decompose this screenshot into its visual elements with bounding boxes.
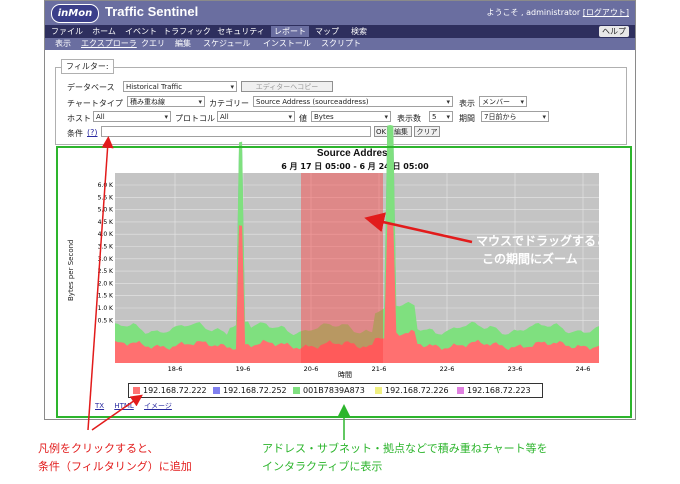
legend-swatch-1 [213,387,220,394]
legend-annotation-line2: 条件（フィルタリング）に追加 [38,460,192,473]
legend-swatch-0 [133,387,140,394]
legend-swatch-2 [293,387,300,394]
menu-security[interactable]: セキュリティ [217,27,265,36]
menu-map[interactable]: マップ [315,27,339,36]
period-select[interactable]: 7日前から [481,111,549,122]
welcome-user: ようこそ , administrator [486,8,581,17]
series-area-001b7839a873 [115,125,599,363]
category-select[interactable]: Source Address (sourceaddress) [253,96,453,107]
legend-item-0[interactable]: 192.168.72.222 [133,386,207,395]
x-tick-label: 20-6 [304,365,319,373]
app-window: inMon Traffic Sentinel ようこそ , administra… [44,0,636,420]
submenu-script[interactable]: スクリプト [321,39,361,48]
x-axis-label: 時間 [338,371,352,379]
condition-help-link[interactable]: (?) [87,128,98,137]
legend-annotation-line1: 凡例をクリックすると、 [38,442,159,455]
drag-annotation-line2: この期間にズーム [482,252,578,266]
condition-label: 条件 [67,129,83,138]
clear-button[interactable]: クリア [414,126,440,137]
submenu-query[interactable]: クエリ [141,39,165,48]
database-label: データベース [67,83,115,92]
x-tick-label: 19-6 [236,365,251,373]
legend-swatch-3 [375,387,382,394]
chart-highlight-frame [56,146,632,418]
protocol-label: プロトコル [175,114,215,123]
category-label: カテゴリー [209,99,249,108]
chart-title: Source Address [316,148,394,159]
chart-type-label: チャートタイプ [67,99,123,108]
x-tick-label: 18-6 [168,365,183,373]
submenu-edit[interactable]: 編集 [175,39,191,48]
value-label: 値 [299,114,307,123]
stack-annotation-line1: アドレス・サブネット・拠点などで積み重ねチャート等を [262,442,548,455]
menu-file[interactable]: ファイル [51,27,83,36]
grid-lines [115,173,599,363]
display-label: 表示 [459,99,475,108]
submenu-install[interactable]: インストール [263,39,311,48]
logout-link[interactable]: [ログアウト] [582,8,629,17]
x-tick-label: 24-6 [576,365,591,373]
series-area-192-168-72-222 [115,223,599,363]
period-label: 期間 [459,114,475,123]
legend-item-3[interactable]: 192.168.72.226 [375,386,449,395]
drag-annotation-line1: マウスでドラッグすると、 [476,234,620,248]
app-header: inMon Traffic Sentinel ようこそ , administra… [45,1,635,25]
protocol-select[interactable]: All [217,111,295,122]
chart-svg[interactable]: 6.0 K5.5 K5.0 K4.5 K4.0 K3.5 K3.0 K2.5 K… [45,1,635,420]
x-tick-label: 23-6 [508,365,523,373]
count-select[interactable]: 5 [429,111,453,122]
database-select[interactable]: Historical Traffic [123,81,237,92]
filter-legend: フィルター: [61,59,114,74]
chart-type-select[interactable]: 積み重ね線 [127,96,205,107]
zoom-selection [301,173,383,363]
submenu-view[interactable]: 表示 [55,39,71,48]
chart-subtitle: 6 月 17 日 05:00 - 6 月 24 日 05:00 [281,162,429,171]
legend-item-1[interactable]: 192.168.72.252 [213,386,287,395]
menu-events[interactable]: イベント [125,27,157,36]
menu-search[interactable]: 検索 [351,27,367,36]
x-tick-label: 22-6 [440,365,455,373]
submenu-schedule[interactable]: スケジュール [203,39,251,48]
x-tick-label: 21-6 [372,365,387,373]
condition-input[interactable] [101,126,371,137]
legend-item-2[interactable]: 001B7839A873 [293,386,365,395]
legend-swatch-4 [457,387,464,394]
stack-annotation-line2: インタラクティブに表示 [262,460,383,473]
main-menu: ファイル ホーム イベント トラフィック セキュリティ レポート マップ 検索 … [45,25,635,38]
x-tick-labels: 18-6 19-6 20-6 21-6 22-6 23-6 24-6 [168,365,591,373]
welcome-text: ようこそ , administrator [ログアウト] [486,7,629,18]
menu-reports[interactable]: レポート [271,26,309,37]
submenu-explorer[interactable]: エクスプローラ [81,39,137,48]
inmon-logo: inMon [51,4,99,23]
count-label: 表示数 [397,114,421,123]
export-image-link[interactable]: イメージ [144,402,172,410]
sub-menu: 表示 エクスプローラ クエリ 編集 スケジュール インストール スクリプト [45,38,635,50]
editor-copy-button[interactable]: エディターへコピー [241,81,333,92]
display-select[interactable]: メンバー [479,96,527,107]
menu-traffic[interactable]: トラフィック [163,27,211,36]
app-title: Traffic Sentinel [105,4,199,19]
host-label: ホスト [67,114,91,123]
host-select[interactable]: All [93,111,171,122]
help-button[interactable]: ヘルプ [599,26,629,37]
value-select[interactable]: Bytes [311,111,391,122]
filter-panel [55,67,627,145]
chart-legend: 192.168.72.222 192.168.72.252 001B7839A8… [128,383,543,398]
legend-item-4[interactable]: 192.168.72.223 [457,386,531,395]
menu-home[interactable]: ホーム [92,27,116,36]
